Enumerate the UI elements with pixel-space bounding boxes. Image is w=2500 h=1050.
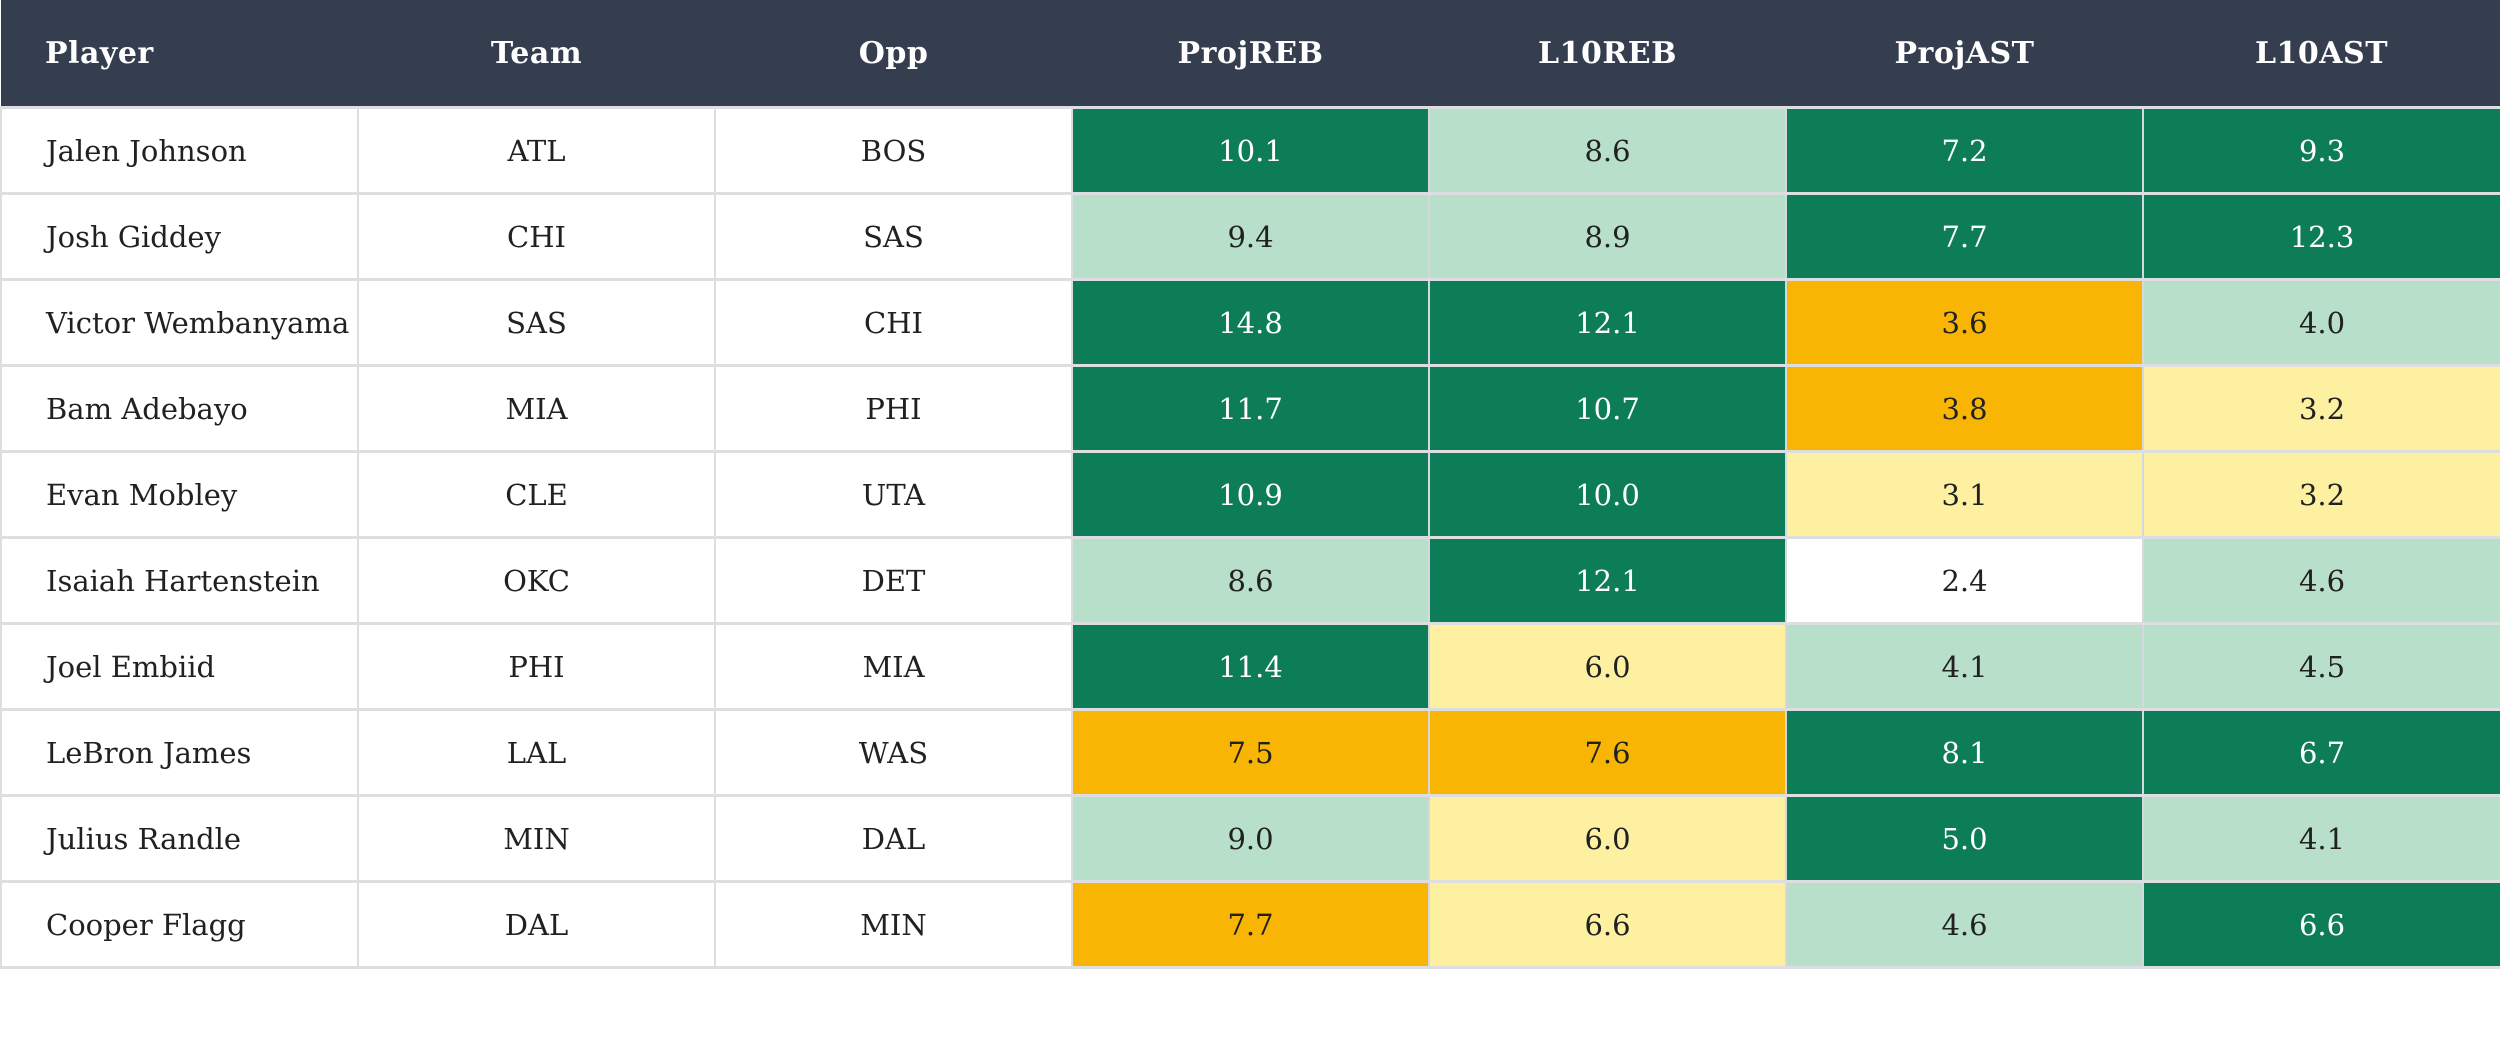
opp-cell: SAS xyxy=(715,193,1073,281)
projast-stat-cell: 4.6 xyxy=(1786,881,2144,969)
l10reb-stat-cell: 8.9 xyxy=(1429,193,1787,281)
opp-cell: MIN xyxy=(715,881,1073,969)
team-cell: ATL xyxy=(358,107,716,195)
player-cell: Cooper Flagg xyxy=(0,881,359,969)
projast-stat-cell: 3.6 xyxy=(1786,279,2144,367)
projreb-stat-cell: 14.8 xyxy=(1072,279,1430,367)
l10reb-stat-cell: 12.1 xyxy=(1429,537,1787,625)
table-row: LeBron James LAL WAS 7.5 7.6 8.1 6.7 xyxy=(0,709,2500,797)
l10reb-stat-cell: 8.6 xyxy=(1429,107,1787,195)
table-header: Player Team Opp ProjREB L10REB ProjAST L10AST xyxy=(1,0,2500,109)
table-body: Jalen Johnson ATL BOS 10.1 8.6 7.2 9.3 Josh Gid… xyxy=(0,107,2500,969)
projreb-stat-cell: 8.6 xyxy=(1072,537,1430,625)
opp-cell: WAS xyxy=(715,709,1073,797)
l10reb-stat-cell: 6.0 xyxy=(1429,795,1787,883)
table-row: Isaiah Hartenstein OKC DET 8.6 12.1 2.4 4.6 xyxy=(0,537,2500,625)
table-row: Josh Giddey CHI SAS 9.4 8.9 7.7 12.3 xyxy=(0,193,2500,281)
column-header-projreb[interactable]: ProjREB xyxy=(1072,0,1429,109)
column-header-projast[interactable]: ProjAST xyxy=(1786,0,2143,109)
team-cell: CLE xyxy=(358,451,716,539)
player-cell: Bam Adebayo xyxy=(0,365,359,453)
column-header-team[interactable]: Team xyxy=(358,0,715,109)
l10reb-stat-cell: 10.0 xyxy=(1429,451,1787,539)
l10reb-stat-cell: 6.6 xyxy=(1429,881,1787,969)
player-cell: Isaiah Hartenstein xyxy=(0,537,359,625)
table-row: Julius Randle MIN DAL 9.0 6.0 5.0 4.1 xyxy=(0,795,2500,883)
projreb-stat-cell: 10.9 xyxy=(1072,451,1430,539)
projast-stat-cell: 8.1 xyxy=(1786,709,2144,797)
opp-cell: BOS xyxy=(715,107,1073,195)
player-cell: Joel Embiid xyxy=(0,623,359,711)
team-cell: MIA xyxy=(358,365,716,453)
team-cell: OKC xyxy=(358,537,716,625)
team-cell: PHI xyxy=(358,623,716,711)
opp-cell: DAL xyxy=(715,795,1073,883)
projreb-stat-cell: 11.7 xyxy=(1072,365,1430,453)
opp-cell: PHI xyxy=(715,365,1073,453)
projreb-stat-cell: 9.4 xyxy=(1072,193,1430,281)
projreb-stat-cell: 9.0 xyxy=(1072,795,1430,883)
table-row: Joel Embiid PHI MIA 11.4 6.0 4.1 4.5 xyxy=(0,623,2500,711)
team-cell: SAS xyxy=(358,279,716,367)
player-props-dashboard: Player Team Opp ProjREB L10REB ProjAST L10AST … xyxy=(0,0,2500,969)
team-cell: LAL xyxy=(358,709,716,797)
column-header-l10reb[interactable]: L10REB xyxy=(1429,0,1786,109)
team-cell: CHI xyxy=(358,193,716,281)
projast-stat-cell: 2.4 xyxy=(1786,537,2144,625)
l10ast-stat-cell: 6.6 xyxy=(2143,881,2500,969)
l10ast-stat-cell: 4.0 xyxy=(2143,279,2500,367)
l10reb-stat-cell: 10.7 xyxy=(1429,365,1787,453)
table-row: Cooper Flagg DAL MIN 7.7 6.6 4.6 6.6 xyxy=(0,881,2500,969)
l10ast-stat-cell: 3.2 xyxy=(2143,451,2500,539)
l10ast-stat-cell: 3.2 xyxy=(2143,365,2500,453)
projast-stat-cell: 4.1 xyxy=(1786,623,2144,711)
player-cell: Victor Wembanyama xyxy=(0,279,359,367)
player-cell: Evan Mobley xyxy=(0,451,359,539)
column-header-opp[interactable]: Opp xyxy=(715,0,1072,109)
table-row: Jalen Johnson ATL BOS 10.1 8.6 7.2 9.3 xyxy=(0,107,2500,195)
projast-stat-cell: 3.8 xyxy=(1786,365,2144,453)
projreb-stat-cell: 11.4 xyxy=(1072,623,1430,711)
projreb-stat-cell: 7.7 xyxy=(1072,881,1430,969)
l10ast-stat-cell: 4.6 xyxy=(2143,537,2500,625)
player-cell: Julius Randle xyxy=(0,795,359,883)
projast-stat-cell: 7.2 xyxy=(1786,107,2144,195)
projast-stat-cell: 5.0 xyxy=(1786,795,2144,883)
column-header-player[interactable]: Player xyxy=(1,0,358,109)
player-props-table: Player Team Opp ProjREB L10REB ProjAST L10AST … xyxy=(0,0,2500,969)
player-cell: Jalen Johnson xyxy=(0,107,359,195)
l10ast-stat-cell: 4.5 xyxy=(2143,623,2500,711)
team-cell: MIN xyxy=(358,795,716,883)
player-cell: Josh Giddey xyxy=(0,193,359,281)
table-row: Evan Mobley CLE UTA 10.9 10.0 3.1 3.2 xyxy=(0,451,2500,539)
l10reb-stat-cell: 7.6 xyxy=(1429,709,1787,797)
opp-cell: CHI xyxy=(715,279,1073,367)
column-header-l10ast[interactable]: L10AST xyxy=(2143,0,2500,109)
opp-cell: MIA xyxy=(715,623,1073,711)
table-row: Victor Wembanyama SAS CHI 14.8 12.1 3.6 4.0 xyxy=(0,279,2500,367)
projreb-stat-cell: 10.1 xyxy=(1072,107,1430,195)
table-row: Bam Adebayo MIA PHI 11.7 10.7 3.8 3.2 xyxy=(0,365,2500,453)
projreb-stat-cell: 7.5 xyxy=(1072,709,1430,797)
l10ast-stat-cell: 12.3 xyxy=(2143,193,2500,281)
l10ast-stat-cell: 9.3 xyxy=(2143,107,2500,195)
l10reb-stat-cell: 12.1 xyxy=(1429,279,1787,367)
projast-stat-cell: 3.1 xyxy=(1786,451,2144,539)
l10reb-stat-cell: 6.0 xyxy=(1429,623,1787,711)
opp-cell: UTA xyxy=(715,451,1073,539)
team-cell: DAL xyxy=(358,881,716,969)
header-row: Player Team Opp ProjREB L10REB ProjAST L10AST xyxy=(1,0,2500,109)
opp-cell: DET xyxy=(715,537,1073,625)
l10ast-stat-cell: 6.7 xyxy=(2143,709,2500,797)
l10ast-stat-cell: 4.1 xyxy=(2143,795,2500,883)
projast-stat-cell: 7.7 xyxy=(1786,193,2144,281)
player-cell: LeBron James xyxy=(0,709,359,797)
